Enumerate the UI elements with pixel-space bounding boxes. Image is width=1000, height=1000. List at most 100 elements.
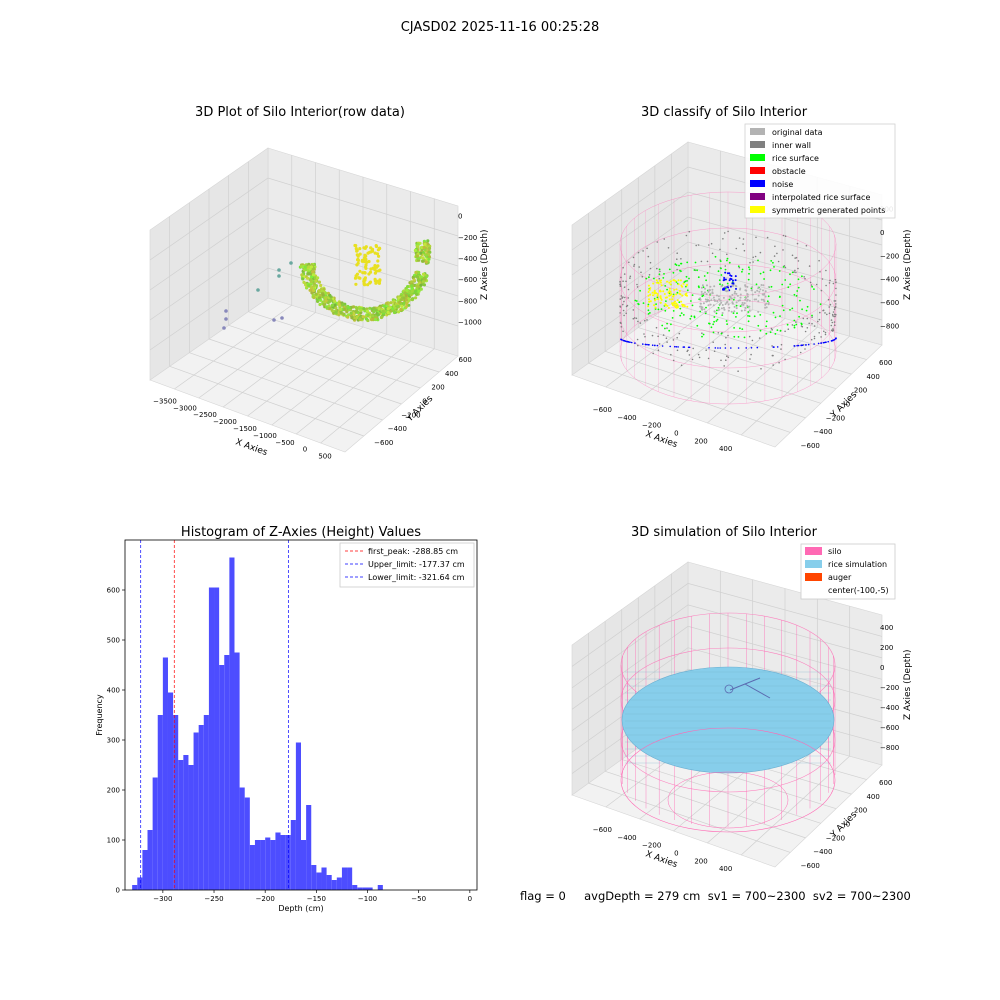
panel2-title: 3D classify of Silo Interior (641, 105, 808, 120)
noise-point (662, 345, 664, 347)
symmetric-point (666, 305, 668, 307)
inner-wall-point (673, 339, 675, 341)
rice-surface-point (787, 324, 789, 326)
inner-wall-point (832, 330, 834, 332)
inner-wall-point (701, 332, 703, 334)
rice-surface-point (711, 326, 713, 328)
rice-surface-point (680, 263, 682, 265)
p4-z-tick: −200 (880, 684, 899, 692)
hist-bar (342, 868, 347, 891)
original-data-point (765, 303, 767, 305)
inner-wall-point (794, 270, 796, 272)
symmetric-point (664, 304, 666, 306)
hist-bar (209, 588, 214, 891)
hist-bar (234, 653, 239, 891)
inner-wall-point (624, 273, 626, 275)
inner-wall-point (666, 341, 668, 343)
rice-surface-point (733, 312, 735, 314)
original-data-point (752, 294, 754, 296)
original-data-point (705, 298, 707, 300)
inner-wall-point (720, 360, 722, 362)
rice-surface-point (727, 258, 729, 260)
hist-bar (173, 715, 178, 890)
inner-wall-point (709, 266, 711, 268)
rice-surface-point (770, 260, 772, 262)
inner-wall-point (649, 274, 651, 276)
noise-point (777, 346, 779, 348)
inner-wall-point (633, 318, 635, 320)
hist-bar (183, 755, 188, 890)
inner-wall-point (824, 312, 826, 314)
inner-wall-point (677, 350, 679, 352)
scan-point (415, 275, 418, 278)
noise-point (723, 277, 725, 279)
noise-point (717, 347, 719, 349)
scan-point (315, 280, 318, 283)
outlier-point (272, 318, 276, 322)
scan-point (335, 311, 338, 314)
scan-point (369, 281, 372, 284)
rice-surface-point (719, 283, 721, 285)
original-data-point (744, 299, 746, 301)
symmetric-point (668, 291, 670, 293)
inner-wall-point (707, 261, 709, 263)
rice-surface-point (705, 307, 707, 309)
original-data-point (744, 307, 746, 309)
legend-label: silo (828, 547, 842, 556)
scan-point (364, 267, 367, 270)
noise-point (729, 278, 731, 280)
p2-zlabel: Z Axies (Depth) (903, 229, 913, 300)
noise-point (646, 344, 648, 346)
legend-swatch (750, 206, 765, 213)
legend-swatch (750, 154, 765, 161)
rice-surface-point (648, 304, 650, 306)
original-data-point (722, 304, 724, 306)
inner-wall-point (646, 319, 648, 321)
noise-point (730, 347, 732, 349)
symmetric-point (680, 279, 682, 281)
rice-surface-point (779, 270, 781, 272)
inner-wall-point (821, 290, 823, 292)
original-data-point (724, 309, 726, 311)
rice-surface-point (692, 294, 694, 296)
symmetric-point (654, 290, 656, 292)
inner-wall-point (834, 314, 836, 316)
rice-surface-point (699, 311, 701, 313)
inner-wall-point (785, 235, 787, 237)
inner-wall-point (628, 297, 630, 299)
rice-surface-point (679, 315, 681, 317)
hist-bar (337, 878, 342, 891)
inner-wall-point (728, 357, 730, 359)
hist-bar (270, 840, 275, 890)
scan-point (366, 252, 369, 255)
symmetric-point (668, 307, 670, 309)
rice-surface-point (757, 260, 759, 262)
symmetric-point (672, 304, 674, 306)
p4-x-tick: −200 (642, 842, 661, 850)
symmetric-point (673, 302, 675, 304)
scan-point (333, 300, 336, 303)
rice-surface-point (738, 336, 740, 338)
inner-wall-point (727, 231, 729, 233)
original-data-point (700, 299, 702, 301)
symmetric-point (676, 305, 678, 307)
rice-surface-point (733, 327, 735, 329)
scan-point (419, 275, 422, 278)
scan-point (347, 306, 350, 309)
original-data-point (764, 307, 766, 309)
scan-point (312, 289, 315, 292)
original-data-point (701, 287, 703, 289)
rice-surface-point (712, 323, 714, 325)
noise-point (627, 341, 629, 343)
noise-point (719, 347, 721, 349)
rice-surface-point (675, 263, 677, 265)
inner-wall-point (823, 331, 825, 333)
p2-legend: original datainner wallrice surfaceobsta… (745, 124, 895, 218)
scan-point (359, 309, 362, 312)
inner-wall-point (619, 281, 621, 283)
noise-point (689, 347, 691, 349)
rice-surface-point (748, 273, 750, 275)
noise-point (621, 339, 623, 341)
p2-y-tick: −600 (801, 442, 820, 450)
